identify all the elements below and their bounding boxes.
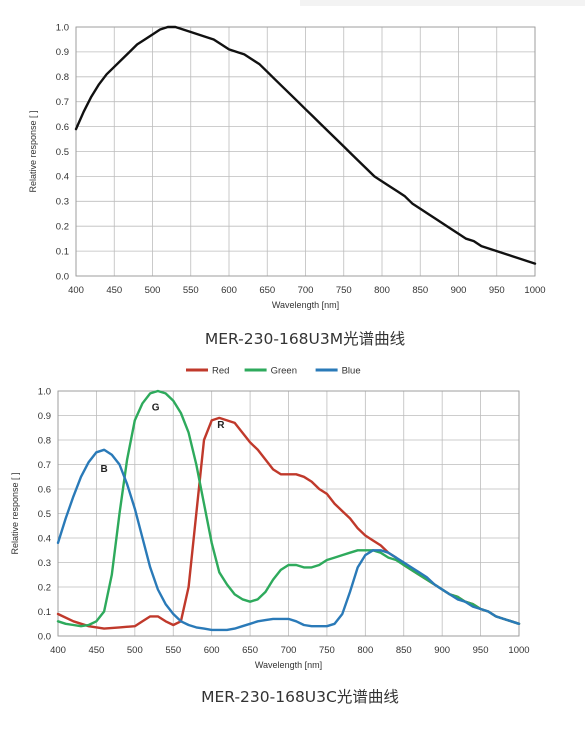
y-tick-label: 1.0	[38, 386, 51, 397]
x-tick-label: 500	[145, 285, 161, 296]
y-tick-label: 0.8	[56, 72, 69, 83]
y-tick-label: 0.0	[38, 631, 51, 642]
x-tick-label: 850	[396, 645, 412, 656]
x-axis-label: Wavelength [nm]	[272, 300, 339, 310]
plot-frame	[75, 26, 536, 277]
x-tick-label: 650	[259, 285, 275, 296]
x-tick-label: 400	[50, 645, 66, 656]
y-tick-label: 0.4	[38, 533, 51, 544]
chart-grid	[75, 26, 536, 277]
mono-spectral-chart: 0.0 0.1 0.2 0.3 0.4 0.5 0.6 0.7 0.8 0.9 1.0 400 450…	[28, 22, 546, 310]
y-tick-label: 0.6	[38, 484, 51, 495]
x-tick-label: 800	[374, 285, 390, 296]
x-tick-label: 950	[489, 285, 505, 296]
y-tick-label: 0.7	[38, 460, 51, 471]
x-tick-label: 700	[281, 645, 297, 656]
x-tick-label: 550	[165, 645, 181, 656]
series-annotations: R G B	[100, 403, 225, 475]
x-tick-label: 900	[434, 645, 450, 656]
x-tick-label: 550	[183, 285, 199, 296]
y-tick-labels: 0.0 0.1 0.2 0.3 0.4 0.5 0.6 0.7 0.8 0.9 1.0	[56, 22, 69, 282]
x-tick-label: 1000	[508, 645, 529, 656]
x-tick-label: 500	[127, 645, 143, 656]
x-tick-label: 450	[88, 645, 104, 656]
y-tick-label: 0.6	[56, 122, 69, 133]
x-tick-label: 400	[68, 285, 84, 296]
legend-entry: Red	[212, 366, 229, 377]
series-line-blue	[56, 448, 521, 632]
y-tick-label: 1.0	[56, 22, 69, 33]
top-edge-strip	[300, 0, 585, 6]
x-tick-label: 950	[473, 645, 489, 656]
y-tick-label: 0.1	[38, 607, 51, 618]
y-tick-label: 0.5	[56, 147, 69, 158]
legend-entry: Blue	[342, 366, 361, 377]
y-tick-label: 0.4	[56, 172, 69, 183]
x-tick-label: 1000	[524, 285, 545, 296]
x-tick-label: 450	[106, 285, 122, 296]
y-tick-labels: 0.0 0.1 0.2 0.3 0.4 0.5 0.6 0.7 0.8 0.9 1.0	[38, 386, 51, 642]
x-tick-label: 650	[242, 645, 258, 656]
x-tick-label: 600	[204, 645, 220, 656]
y-tick-label: 0.1	[56, 246, 69, 257]
y-tick-label: 0.9	[56, 47, 69, 58]
x-tick-label: 750	[319, 645, 335, 656]
chart-caption-mono: MER-230-168U3M光谱曲线	[205, 330, 405, 348]
x-tick-label: 700	[298, 285, 314, 296]
y-tick-label: 0.2	[38, 582, 51, 593]
y-tick-label: 0.2	[56, 222, 69, 233]
x-tick-label: 600	[221, 285, 237, 296]
x-tick-label: 900	[451, 285, 467, 296]
chart-caption-color: MER-230-168U3C光谱曲线	[201, 688, 399, 706]
y-axis-label: Relative response [ ]	[28, 110, 38, 192]
chart-grid	[57, 390, 520, 637]
y-tick-label: 0.3	[56, 197, 69, 208]
series-lines	[56, 389, 521, 632]
plot-frame	[57, 390, 520, 637]
x-tick-labels: 400 450 500 550 600 650 700 750 800 850 900 950 1000	[68, 285, 546, 296]
x-tick-labels: 400 450 500 550 600 650 700 750 800 850 900 950 1000	[50, 645, 530, 656]
series-annotation: B	[100, 464, 107, 475]
y-tick-label: 0.7	[56, 97, 69, 108]
y-tick-label: 0.3	[38, 558, 51, 569]
y-tick-label: 0.5	[38, 509, 51, 520]
x-tick-label: 750	[336, 285, 352, 296]
y-tick-label: 0.8	[38, 435, 51, 446]
chart-legend: Red Green Blue	[186, 366, 361, 377]
y-tick-label: 0.0	[56, 271, 69, 282]
x-tick-label: 800	[357, 645, 373, 656]
series-annotation: R	[217, 420, 225, 431]
y-tick-label: 0.9	[38, 411, 51, 422]
series-line	[74, 25, 537, 265]
legend-entry: Green	[271, 366, 297, 377]
series-annotation: G	[152, 403, 160, 414]
series-lines	[74, 25, 537, 265]
color-spectral-chart: Red Green Blue 0.0 0.1 0.2 0.3 0.4 0.5 0.6 0.7 0.8…	[10, 366, 530, 671]
x-tick-label: 850	[412, 285, 428, 296]
y-axis-label: Relative response [ ]	[10, 472, 20, 554]
x-axis-label: Wavelength [nm]	[255, 660, 322, 670]
